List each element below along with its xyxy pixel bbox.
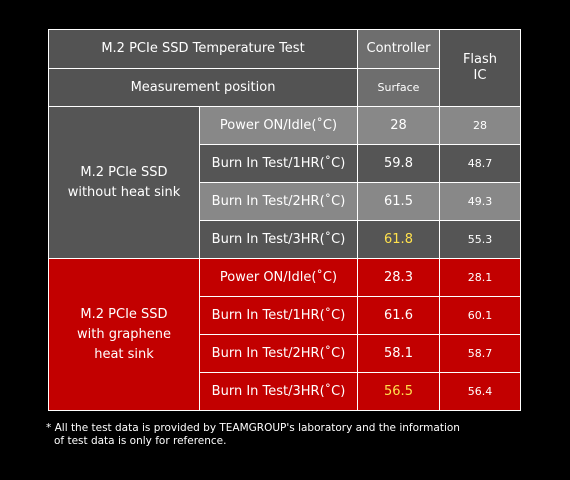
flash-value: 28.1 [439, 258, 521, 297]
controller-value: 59.8 [357, 144, 440, 183]
flash-value: 60.1 [439, 296, 521, 335]
group-label-without-heatsink: M.2 PCIe SSD without heat sink [48, 106, 200, 259]
surface-header: Surface [357, 68, 440, 107]
controller-value: 28.3 [357, 258, 440, 297]
test-label: Burn In Test/3HR(˚C) [199, 372, 358, 411]
flash-value: 55.3 [439, 220, 521, 259]
group-label-graphene-heatsink: M.2 PCIe SSD with graphene heat sink [48, 258, 200, 411]
test-label: Power ON/Idle(˚C) [199, 106, 358, 145]
controller-value: 58.1 [357, 334, 440, 373]
footnote-line-1: * All the test data is provided by TEAMG… [46, 422, 460, 434]
test-label: Burn In Test/3HR(˚C) [199, 220, 358, 259]
controller-value: 61.5 [357, 182, 440, 221]
test-label: Burn In Test/1HR(˚C) [199, 144, 358, 183]
controller-value: 28 [357, 106, 440, 145]
test-label: Burn In Test/2HR(˚C) [199, 182, 358, 221]
flash-value: 56.4 [439, 372, 521, 411]
flash-ic-header: Flash IC [439, 29, 521, 107]
controller-value-highlight: 61.8 [357, 220, 440, 259]
flash-value: 58.7 [439, 334, 521, 373]
flash-value: 48.7 [439, 144, 521, 183]
flash-value: 28 [439, 106, 521, 145]
table-title: M.2 PCIe SSD Temperature Test [48, 29, 358, 69]
controller-value: 61.6 [357, 296, 440, 335]
footnote-line-2: of test data is only for reference. [54, 435, 227, 447]
footnote: * All the test data is provided by TEAMG… [46, 422, 526, 448]
test-label: Power ON/Idle(˚C) [199, 258, 358, 297]
test-label: Burn In Test/1HR(˚C) [199, 296, 358, 335]
controller-header: Controller [357, 29, 440, 69]
controller-value-highlight: 56.5 [357, 372, 440, 411]
measurement-position-header: Measurement position [48, 68, 358, 107]
temperature-test-table: M.2 PCIe SSD Temperature Test Controller… [48, 29, 521, 411]
test-label: Burn In Test/2HR(˚C) [199, 334, 358, 373]
flash-value: 49.3 [439, 182, 521, 221]
